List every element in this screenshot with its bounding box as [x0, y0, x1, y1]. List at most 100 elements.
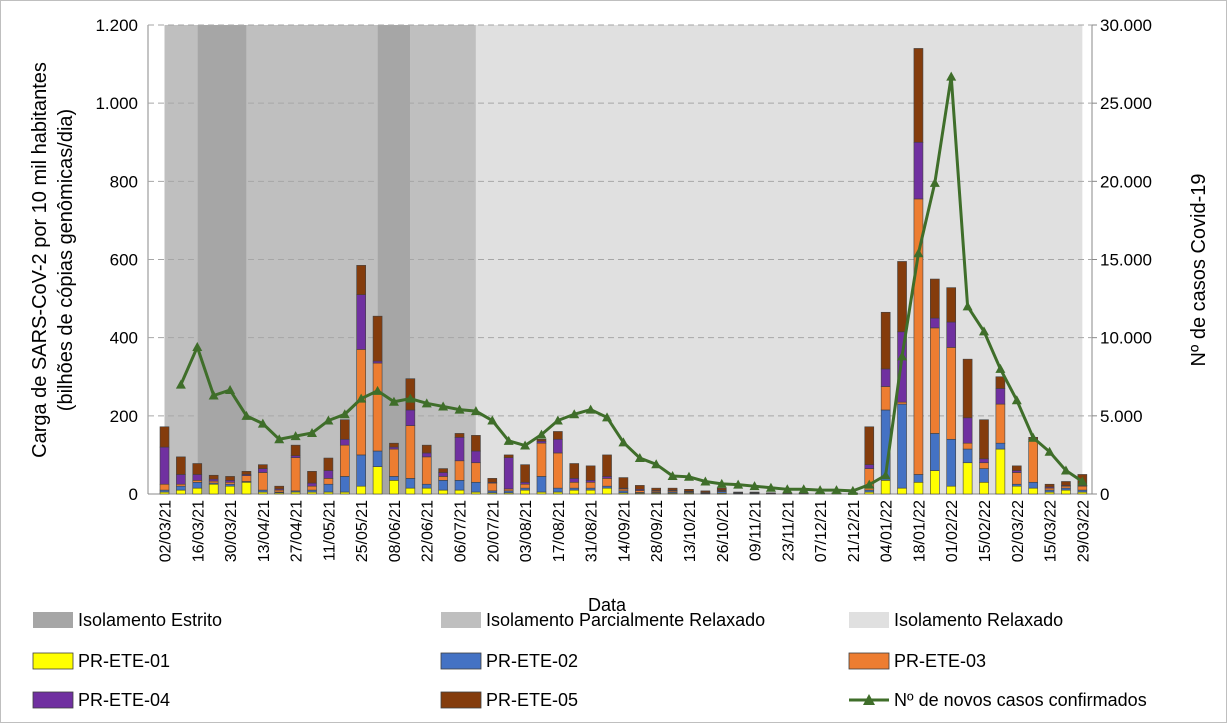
x-tick-label: 06/07/21 — [453, 500, 470, 562]
bar-segment — [504, 458, 513, 489]
bar-segment — [422, 488, 431, 494]
bar-segment — [603, 488, 612, 494]
bar-segment — [1012, 473, 1021, 485]
bar-segment — [930, 471, 939, 494]
bar-segment — [389, 480, 398, 494]
bar-segment — [930, 328, 939, 434]
bar-segment — [914, 48, 923, 142]
bar-segment — [553, 439, 562, 453]
bar-segment — [881, 369, 890, 387]
bar-segment — [406, 478, 415, 488]
x-tick-label: 18/01/22 — [911, 500, 928, 562]
bar-segment — [701, 491, 710, 492]
bar-segment — [521, 484, 530, 488]
bar-segment — [996, 377, 1005, 389]
legend-swatch — [441, 612, 481, 628]
bar-segment — [930, 433, 939, 470]
bar-segment — [963, 359, 972, 418]
x-tick-label: 13/10/21 — [682, 500, 699, 562]
bar-segment — [947, 486, 956, 494]
bar-segment — [242, 471, 251, 474]
x-tick-label: 07/12/21 — [813, 500, 830, 562]
bar-segment — [603, 455, 612, 476]
bar-segment — [603, 478, 612, 486]
bar-segment — [357, 455, 366, 486]
x-tick-label: 20/07/21 — [485, 500, 502, 562]
bar-segment — [947, 439, 956, 486]
y2-tick-label: 15.000 — [1100, 251, 1152, 270]
bar-segment — [570, 478, 579, 482]
bar-segment — [308, 483, 317, 486]
legend-swatch — [33, 653, 73, 669]
y-tick-label: 400 — [110, 329, 138, 348]
bar-segment — [258, 473, 267, 491]
bar-segment — [635, 485, 644, 489]
bar-segment — [324, 478, 333, 484]
legend-label: Isolamento Parcialmente Relaxado — [486, 610, 765, 630]
y-tick-label: 1.000 — [95, 94, 138, 113]
bar-segment — [324, 458, 333, 471]
y-tick-label: 1.200 — [95, 16, 138, 35]
x-tick-label: 09/11/21 — [748, 500, 765, 561]
bar-segment — [258, 465, 267, 469]
y2-tick-label: 30.000 — [1100, 16, 1152, 35]
bar-segment — [258, 469, 267, 473]
bar-segment — [504, 455, 513, 458]
x-tick-label: 14/09/21 — [616, 500, 633, 562]
bar-segment — [193, 488, 202, 494]
bar-segment — [963, 449, 972, 463]
bar-segment — [439, 480, 448, 490]
x-tick-label: 16/03/21 — [190, 500, 207, 562]
bar-segment — [1029, 441, 1038, 482]
bar-segment — [1061, 481, 1070, 485]
bar-segment — [439, 490, 448, 494]
bar-segment — [488, 483, 497, 491]
legend-label: PR-ETE-05 — [486, 690, 578, 710]
bar-segment — [963, 443, 972, 449]
bar-segment — [668, 488, 677, 490]
bar-segment — [226, 476, 235, 480]
bar-segment — [242, 476, 251, 482]
bar-segment — [947, 288, 956, 322]
bar-segment — [176, 474, 185, 484]
bar-segment — [1061, 490, 1070, 494]
bar-segment — [881, 480, 890, 494]
bar-segment — [340, 476, 349, 492]
bar-segment — [980, 482, 989, 494]
bar-segment — [521, 465, 530, 483]
bar-segment — [193, 474, 202, 480]
legend-swatch — [849, 653, 889, 669]
bar-segment — [373, 467, 382, 494]
x-tick-label: 15/03/22 — [1043, 500, 1060, 562]
bar-segment — [537, 443, 546, 476]
x-tick-label: 30/03/21 — [223, 500, 240, 562]
bar-segment — [537, 476, 546, 492]
x-tick-label: 17/08/21 — [551, 500, 568, 562]
bar-segment — [471, 463, 480, 483]
legend-swatch — [33, 692, 73, 708]
bar-segment — [586, 466, 595, 480]
legend-label: Isolamento Estrito — [78, 610, 222, 630]
y-axis-label: Carga de SARS-CoV-2 por 10 mil habitante… — [29, 62, 51, 458]
bar-segment — [357, 265, 366, 294]
bar-segment — [537, 439, 546, 441]
bar-segment — [226, 486, 235, 494]
bar-segment — [1012, 466, 1021, 471]
bar-segment — [275, 486, 284, 489]
y2-tick-label: 10.000 — [1100, 329, 1152, 348]
bar-segment — [898, 261, 907, 331]
bar-segment — [996, 388, 1005, 404]
legend-label: PR-ETE-04 — [78, 690, 170, 710]
bar-segment — [193, 482, 202, 488]
x-tick-label: 22/06/21 — [420, 500, 437, 562]
bar-segment — [193, 464, 202, 475]
bar-segment — [865, 465, 874, 469]
bar-segment — [471, 435, 480, 451]
bar-segment — [930, 279, 939, 318]
x-tick-label: 03/08/21 — [518, 500, 535, 562]
x-tick-label: 27/04/21 — [289, 500, 306, 562]
legend-swatch — [33, 612, 73, 628]
bar-segment — [308, 471, 317, 483]
bar-segment — [176, 490, 185, 494]
bar-segment — [881, 312, 890, 369]
